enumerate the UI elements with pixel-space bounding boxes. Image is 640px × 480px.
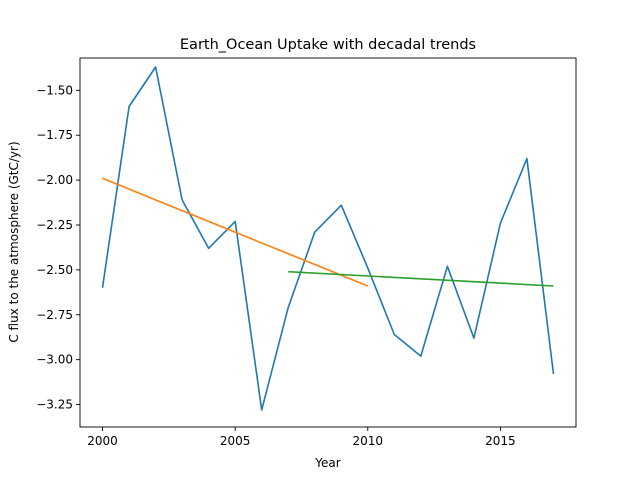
x-tick-label: 2005 <box>220 434 251 448</box>
y-tick-label: −1.75 <box>36 128 73 142</box>
x-axis-label: Year <box>314 456 340 470</box>
y-tick-label: −3.00 <box>36 353 73 367</box>
x-axis-ticks: 2000 2005 2010 2015 <box>87 427 516 448</box>
series-line-2 <box>288 270 554 287</box>
y-tick-label: −3.25 <box>36 398 73 412</box>
series-line-1 <box>102 177 369 287</box>
chart-title: Earth_Ocean Uptake with decadal trends <box>180 37 476 53</box>
y-tick-label: −2.00 <box>36 173 73 187</box>
plot-frame <box>79 57 577 428</box>
y-axis-label: C flux to the atmosphere (GtC/yr) <box>7 141 21 342</box>
y-tick-label: −2.25 <box>36 218 73 232</box>
y-tick-label: −1.50 <box>36 83 73 97</box>
y-tick-label: −2.50 <box>36 263 73 277</box>
plot-lines <box>101 66 555 411</box>
x-tick-label: 2015 <box>485 434 516 448</box>
series-line-0 <box>101 66 555 411</box>
y-tick-label: −2.75 <box>36 308 73 322</box>
x-tick-label: 2010 <box>353 434 384 448</box>
x-tick-label: 2000 <box>87 434 118 448</box>
y-axis-ticks: −3.25 −3.00 −2.75 −2.50 −2.25 −2.00 −1.75 −1.50 <box>36 83 80 412</box>
